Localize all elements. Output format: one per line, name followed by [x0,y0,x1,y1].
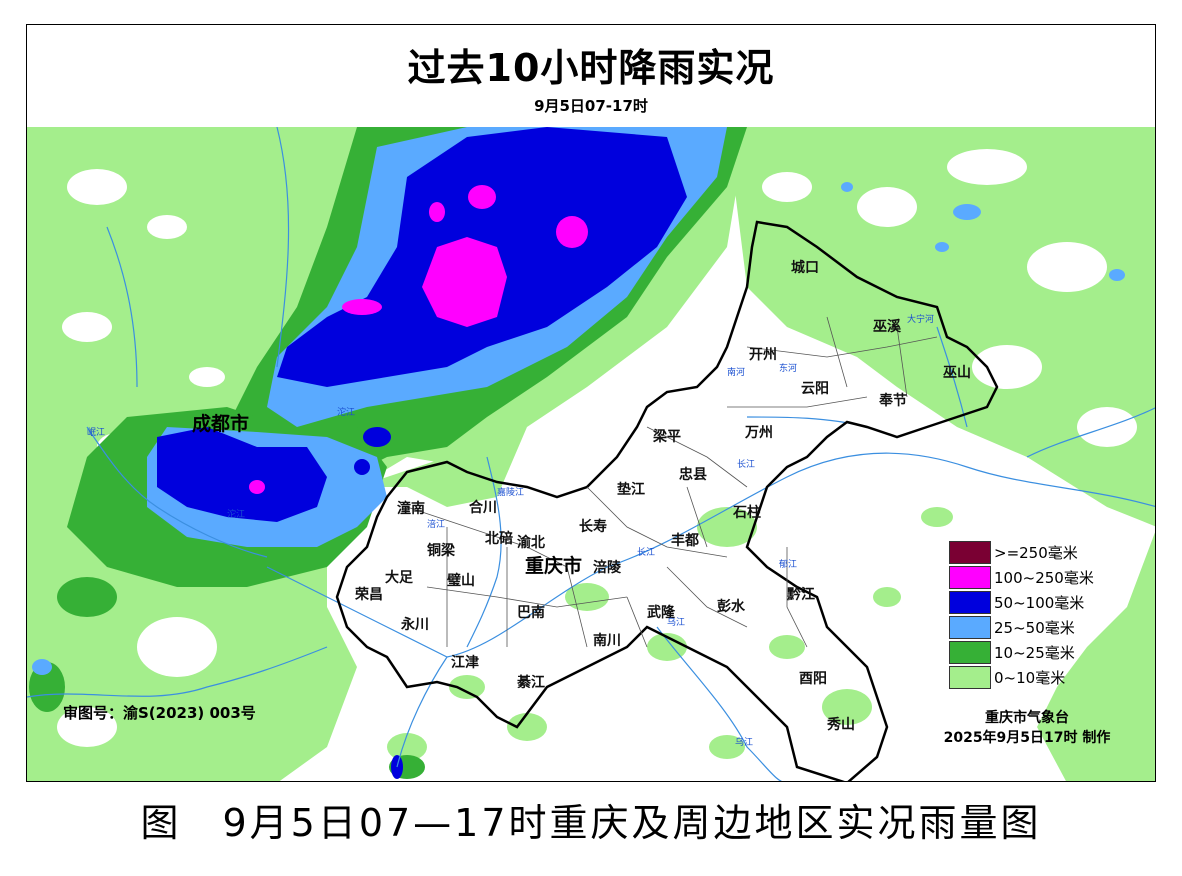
legend-row: 10~25毫米 [949,640,1094,665]
legend-swatch [949,641,991,664]
rivers [27,127,1155,781]
label-hechuan: 合川 [469,499,497,516]
legend-swatch [949,541,991,564]
label-rongchang: 荣昌 [354,586,383,603]
label-chengkou: 城口 [791,259,819,276]
label-wulong: 武隆 [647,604,676,621]
legend-label: 10~25毫米 [994,644,1075,662]
label-yunyang: 云阳 [801,381,829,397]
no-rain-patches [57,149,1137,747]
river-label-nanhe: 南河 [727,366,745,378]
label-liangping: 梁平 [652,428,681,445]
label-tongnan: 潼南 [397,500,425,517]
label-wanzhou: 万州 [744,425,773,441]
label-fuling: 涪陵 [593,559,622,576]
label-bishan: 璧山 [446,572,475,589]
legend-swatch [949,666,991,689]
label-shizhu: 石柱 [732,504,761,521]
label-xiushan: 秀山 [826,716,855,733]
review-number: 审图号：渝S(2023) 003号 [63,704,256,722]
place-labels: 成都市 重庆市 城口 巫溪 开州 巫山 云阳 奉节 梁平 万州 忠县 垫江 石柱… [192,259,971,733]
label-beibei: 北碚 [485,530,513,547]
river-label-minjiang: 岷江 [87,427,105,438]
producer-org: 重庆市气象台 [985,710,1069,726]
legend: >=250毫米 100~250毫米 50~100毫米 25~50毫米 10~25毫米 0~… [949,540,1094,690]
chongqing-boundary [335,220,999,781]
river-label-dongxi: 东河 [779,362,797,374]
rainfall-map: 成都市 重庆市 城口 巫溪 开州 巫山 云阳 奉节 梁平 万州 忠县 垫江 石柱… [27,127,1155,781]
label-fengjie: 奉节 [879,392,907,409]
legend-swatch [949,591,991,614]
river-label-yujiang: 郁江 [779,558,797,570]
river-label-wujiang2: 乌江 [735,736,753,748]
legend-row: 0~10毫米 [949,665,1094,690]
label-pengshui: 彭水 [717,598,746,615]
legend-swatch [949,566,991,589]
river-label-changjiang2: 长江 [737,458,755,470]
label-youyang: 酉阳 [799,671,827,687]
county-boundaries [406,316,938,648]
river-labels: 岷江 沱江 沱江 嘉陵江 涪江 长江 长江 乌江 大宁河 南河 东河 乌江 郁江 [87,313,934,748]
label-dianjiang: 垫江 [617,481,645,498]
river-label-wujiang: 乌江 [667,616,685,628]
rain-zone-100-250 [249,185,588,494]
river-label-jialingjiang: 嘉陵江 [497,486,524,498]
legend-label: >=250毫米 [994,544,1078,562]
label-jiangjin: 江津 [451,654,479,671]
lakes [32,182,1125,675]
label-qijiang: 綦江 [516,674,545,691]
map-title: 过去10小时降雨实况 [407,46,775,90]
label-banan: 巴南 [517,604,545,621]
river-label-changjiang: 长江 [637,546,655,558]
figure-caption: 图 9月5日07—17时重庆及周边地区实况雨量图 [140,801,1042,845]
legend-label: 50~100毫米 [994,594,1085,612]
label-changshou: 长寿 [579,518,607,535]
label-wushan: 巫山 [943,365,971,381]
label-yongchuan: 永川 [400,616,429,633]
label-qianjiang: 黔江 [787,586,815,603]
label-tongliang: 铜梁 [427,542,456,559]
label-chongqing: 重庆市 [525,554,582,577]
label-nanchuan: 南川 [593,632,621,649]
label-wuxi: 巫溪 [873,318,902,335]
label-zhongxian: 忠县 [679,467,707,483]
river-label-fujiang: 涪江 [427,518,445,530]
legend-row: >=250毫米 [949,540,1094,565]
legend-swatch [949,616,991,639]
map-frame: 过去10小时降雨实况 9月5日07-17时 [26,24,1156,782]
map-subtitle: 9月5日07-17时 [534,97,648,115]
legend-row: 50~100毫米 [949,590,1094,615]
label-chengdu: 成都市 [192,412,249,435]
label-yubei: 渝北 [517,534,545,551]
producer-block: 重庆市气象台 2025年9月5日17时 制作 [927,708,1127,748]
legend-label: 0~10毫米 [994,669,1066,687]
legend-row: 25~50毫米 [949,615,1094,640]
label-kaizhou: 开州 [749,347,777,363]
producer-time: 2025年9月5日17时 制作 [943,730,1111,746]
label-dazu: 大足 [385,569,414,586]
legend-row: 100~250毫米 [949,565,1094,590]
label-fengdu: 丰都 [671,532,699,549]
river-label-tuojiang: 沱江 [337,406,355,418]
river-label-tuojiang2: 沱江 [227,508,245,520]
legend-label: 100~250毫米 [994,569,1094,587]
river-label-daninghe: 大宁河 [907,313,934,325]
legend-label: 25~50毫米 [994,619,1075,637]
